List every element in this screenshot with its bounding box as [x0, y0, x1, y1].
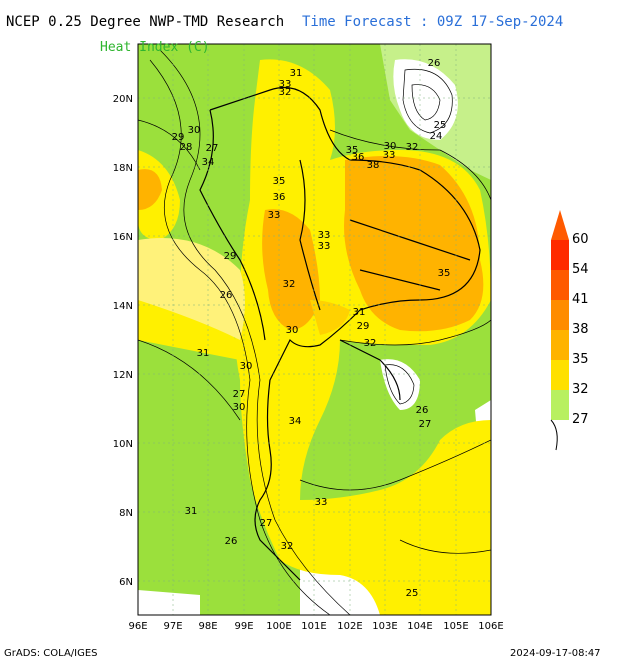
- contour-label: 29: [224, 251, 237, 262]
- contour-label: 27: [233, 389, 246, 400]
- contour-label: 35: [346, 145, 359, 156]
- x-axis: 96E 97E 98E 99E 100E 101E 102E 103E 104E…: [128, 621, 503, 632]
- x-tick-label: 101E: [301, 621, 326, 632]
- contour-label: 36: [352, 152, 365, 163]
- y-tick-label: 20N: [113, 94, 133, 105]
- plot-frame: [137, 43, 492, 616]
- contour-label: 30: [286, 325, 299, 336]
- y-axis: 20N 18N 16N 14N 12N 10N 8N 6N: [113, 94, 133, 588]
- contour-label: 29: [172, 132, 185, 143]
- x-tick-label: 103E: [372, 621, 397, 632]
- legend-swatch: [551, 270, 569, 300]
- contour-label: 34: [202, 157, 215, 168]
- contour-label: 33: [279, 79, 292, 90]
- contour-label: 38: [367, 160, 380, 171]
- y-tick-label: 8N: [119, 508, 133, 519]
- legend-label: 54: [572, 262, 589, 277]
- x-tick-label: 104E: [407, 621, 432, 632]
- legend-swatch: [551, 360, 569, 390]
- contour-label: 27: [260, 518, 273, 529]
- contour-label: 30: [240, 361, 253, 372]
- legend-swatch: [551, 330, 569, 360]
- legend-label: 38: [572, 322, 589, 337]
- contour-label: 30: [384, 141, 397, 152]
- contour-label: 26: [220, 290, 233, 301]
- coastline-borders: [199, 86, 481, 581]
- contour-label: 32: [279, 87, 292, 98]
- y-tick-label: 16N: [113, 232, 133, 243]
- legend-swatch: [551, 300, 569, 330]
- contour-label: 35: [273, 176, 286, 187]
- forecast-time: Time Forecast : 09Z 17-Sep-2024: [302, 14, 564, 30]
- contour-label: 31: [290, 68, 303, 79]
- map-title: NCEP 0.25 Degree NWP-TMD Research: [6, 14, 285, 30]
- contour-label: 33: [318, 230, 331, 241]
- contour-label: 33: [383, 150, 396, 161]
- y-tick-label: 14N: [113, 301, 133, 312]
- x-tick-label: 106E: [478, 621, 503, 632]
- contour-label: 33: [268, 210, 281, 221]
- contour-lines: [138, 49, 491, 615]
- x-tick-label: 98E: [198, 621, 217, 632]
- contour-label: 33: [315, 497, 328, 508]
- contour-label: 29: [357, 321, 370, 332]
- gridlines: [138, 44, 491, 615]
- x-tick-label: 105E: [443, 621, 468, 632]
- contour-label: 31: [353, 307, 366, 318]
- contour-label: 32: [281, 541, 294, 552]
- contour-label: 32: [364, 338, 377, 349]
- legend-label: 60: [572, 232, 589, 247]
- generation-timestamp: 2024-09-17-08:47: [510, 648, 601, 659]
- legend-tail: [550, 419, 558, 451]
- contour-label: 24: [430, 131, 443, 142]
- contour-label: 26: [428, 58, 441, 69]
- contour-label: 34: [289, 416, 302, 427]
- x-tick-label: 96E: [128, 621, 147, 632]
- contour-label: 30: [188, 125, 201, 136]
- contour-label: 31: [185, 506, 198, 517]
- legend-swatch: [551, 240, 569, 270]
- software-credit: GrADS: COLA/IGES: [4, 648, 98, 659]
- y-tick-label: 12N: [113, 370, 133, 381]
- contour-label: 25: [434, 120, 447, 131]
- contour-label: 35: [438, 268, 451, 279]
- x-tick-label: 97E: [163, 621, 182, 632]
- x-tick-label: 102E: [337, 621, 362, 632]
- y-tick-label: 6N: [119, 577, 133, 588]
- legend-label: 27: [572, 412, 589, 427]
- y-tick-label: 18N: [113, 163, 133, 174]
- contour-label: 31: [197, 348, 210, 359]
- y-tick-label: 10N: [113, 439, 133, 450]
- contour-label: 27: [206, 143, 219, 154]
- x-tick-label: 99E: [234, 621, 253, 632]
- contour-label: 26: [416, 405, 429, 416]
- contour-label: 32: [283, 279, 296, 290]
- legend-label: 32: [572, 382, 589, 397]
- contour-label: 32: [406, 142, 419, 153]
- legend-colorbar: [550, 210, 569, 451]
- contour-label: 27: [419, 419, 432, 430]
- legend-swatch: [551, 390, 569, 420]
- legend-label: 35: [572, 352, 589, 367]
- contour-label: 25: [406, 588, 419, 599]
- variable-label: Heat Index (C): [100, 40, 210, 55]
- contour-label: 26: [225, 536, 238, 547]
- x-tick-label: 100E: [266, 621, 291, 632]
- legend-label: 41: [572, 292, 589, 307]
- contour-label: 36: [273, 192, 286, 203]
- contour-label: 28: [180, 142, 193, 153]
- contour-label: 33: [318, 241, 331, 252]
- legend-arrow: [551, 210, 569, 240]
- contour-label: 30: [233, 402, 246, 413]
